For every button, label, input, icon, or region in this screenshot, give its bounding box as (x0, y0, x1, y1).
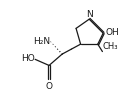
Text: H₂N: H₂N (33, 37, 50, 46)
Text: N: N (86, 10, 93, 19)
Text: CH₃: CH₃ (103, 42, 118, 51)
Text: OH: OH (105, 28, 119, 37)
Text: HO: HO (21, 54, 35, 63)
Text: O: O (46, 82, 52, 91)
